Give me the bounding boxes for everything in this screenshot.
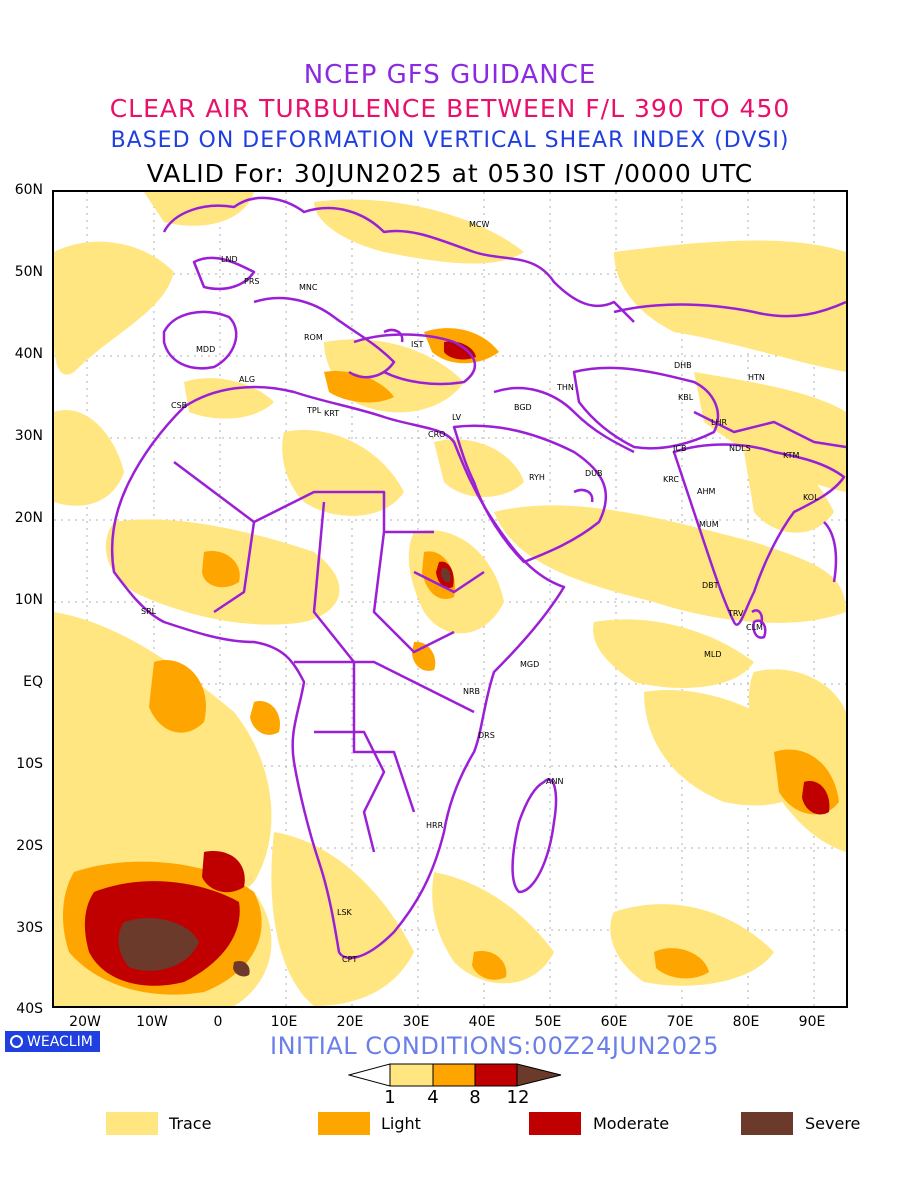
colorbar-tick: 1 (384, 1087, 396, 1108)
station-label: SRL (141, 607, 157, 616)
station-label: THN (556, 383, 574, 392)
lat-label: 60N (14, 182, 43, 198)
station-label: KOL (803, 493, 819, 502)
lon-label: 20W (69, 1014, 101, 1030)
station-label: KRT (324, 409, 339, 418)
station-label: CRO (428, 430, 445, 439)
station-label: ALG (239, 375, 255, 384)
lat-label: 40S (16, 1001, 43, 1017)
colorbar-moderate (474, 1063, 518, 1087)
station-label: TPL (306, 406, 322, 415)
brand-name: WEACLIM (27, 1033, 93, 1050)
station-label: CPT (342, 955, 357, 964)
colorbar-tick: 8 (469, 1087, 481, 1108)
colorbar-light (432, 1063, 476, 1087)
station-label: DBT (702, 581, 719, 590)
lat-label: 20N (14, 510, 43, 526)
weaclim-logo: WEACLIM (5, 1031, 100, 1052)
lon-label: 20E (336, 1014, 364, 1030)
lon-label: 0 (213, 1014, 223, 1030)
legend-swatch-light (318, 1112, 370, 1135)
station-label: DRS (478, 731, 495, 740)
weaclim-icon (10, 1035, 23, 1048)
station-label: DHB (674, 361, 692, 370)
station-label: IST (411, 340, 423, 349)
station-label: NDLS (729, 444, 751, 453)
station-label: LSK (337, 908, 353, 917)
lat-label: 40N (14, 346, 43, 362)
lon-label: 90E (798, 1014, 826, 1030)
station-label: LND (221, 255, 238, 264)
turbulence-map: MCW LND PRS MNC MDD ROM IST ALG CSB TPL … (52, 190, 848, 1008)
lon-label: 60E (600, 1014, 628, 1030)
station-label: PRS (244, 277, 259, 286)
lat-label: 10N (14, 592, 43, 608)
station-label: ANN (546, 777, 563, 786)
station-labels: MCW LND PRS MNC MDD ROM IST ALG CSB TPL … (141, 220, 819, 964)
station-label: MCW (469, 220, 489, 229)
station-label: NRB (463, 687, 480, 696)
station-label: HRR (426, 821, 444, 830)
station-label: TRV (727, 609, 744, 618)
station-label: KRC (663, 475, 679, 484)
title-method: BASED ON DEFORMATION VERTICAL SHEAR INDE… (110, 128, 790, 153)
station-label: ROM (304, 333, 323, 342)
legend-swatch-trace (106, 1112, 158, 1135)
lon-label: 10W (136, 1014, 168, 1030)
lat-label: 30N (14, 428, 43, 444)
colorbar-tick: 12 (506, 1087, 530, 1108)
lon-label: 80E (732, 1014, 760, 1030)
lat-label: EQ (23, 674, 43, 690)
station-label: JCB (672, 444, 686, 453)
station-label: MGD (520, 660, 539, 669)
lat-label: 10S (16, 756, 43, 772)
legend-label-light: Light (381, 1114, 421, 1133)
station-label: KTM (783, 451, 800, 460)
legend-swatch-severe (741, 1112, 793, 1135)
station-label: BGD (514, 403, 532, 412)
station-label: LHR (711, 418, 727, 427)
station-label: MLD (704, 650, 722, 659)
legend-label-trace: Trace (169, 1114, 212, 1133)
station-label: MNC (299, 283, 318, 292)
station-label: LV (452, 413, 462, 422)
station-label: DUB (585, 469, 603, 478)
country-boundaries (110, 196, 846, 960)
lon-label: 10E (270, 1014, 298, 1030)
station-label: MUM (699, 520, 719, 529)
title-model: NCEP GFS GUIDANCE (303, 60, 597, 90)
lon-label: 40E (468, 1014, 496, 1030)
legend-label-severe: Severe (805, 1114, 861, 1133)
colorbar (348, 1063, 562, 1087)
lon-label: 50E (534, 1014, 562, 1030)
lat-label: 50N (14, 264, 43, 280)
station-label: CLM (746, 623, 763, 632)
title-valid-time: VALID For: 30JUN2025 at 0530 IST /0000 U… (146, 159, 754, 188)
station-label: RYH (529, 473, 545, 482)
legend-swatch-moderate (529, 1112, 581, 1135)
station-label: CSB (171, 401, 187, 410)
lon-label: 70E (666, 1014, 694, 1030)
map-canvas: MCW LND PRS MNC MDD ROM IST ALG CSB TPL … (54, 192, 846, 1006)
colorbar-severe-arrow (516, 1063, 562, 1087)
legend-label-moderate: Moderate (593, 1114, 670, 1133)
title-product: CLEAR AIR TURBULENCE BETWEEN F/L 390 TO … (109, 94, 791, 123)
station-label: KBL (678, 393, 694, 402)
station-label: AHM (697, 487, 715, 496)
lon-label: 30E (402, 1014, 430, 1030)
lat-label: 30S (16, 920, 43, 936)
station-label: MDD (196, 345, 215, 354)
severe-areas (118, 567, 451, 977)
colorbar-tick: 4 (427, 1087, 439, 1108)
initial-conditions: INITIAL CONDITIONS:00Z24JUN2025 (270, 1032, 720, 1060)
lat-label: 20S (16, 838, 43, 854)
colorbar-low-arrow (348, 1063, 391, 1087)
station-label: HTN (748, 373, 765, 382)
colorbar-trace (389, 1063, 434, 1087)
